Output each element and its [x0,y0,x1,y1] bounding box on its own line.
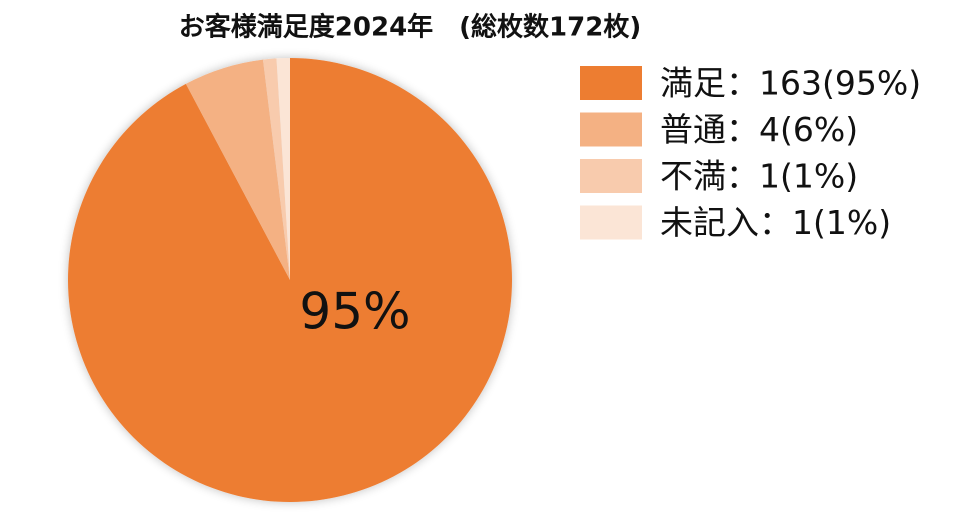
chart-title: お客様満足度2024年 (総枚数172枚) [179,12,641,43]
legend-swatch [580,66,642,100]
pie-slice [185,59,290,280]
legend-swatch [580,205,642,240]
pie-slice [262,58,290,280]
legend-label: 不満：1(1%) [660,157,858,196]
legend-label: 満足：163(95%) [660,64,921,103]
legend-swatch [580,159,642,193]
pie [67,58,513,503]
data-label: 95% [299,283,410,341]
legend-label: 未記入：1(1%) [660,203,891,242]
legend-label: 普通：4(6%) [660,110,858,149]
legend-swatch [580,112,642,147]
pie-slice [276,58,290,280]
